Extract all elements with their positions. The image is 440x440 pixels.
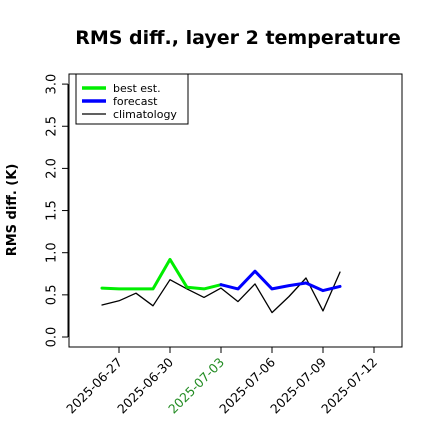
- y-tick-label: 0.5: [45, 285, 60, 306]
- y-tick-label: 2.0: [45, 158, 60, 179]
- series-line-best-est: [100, 257, 223, 291]
- y-tick-label: 2.5: [45, 116, 60, 137]
- y-tick-label: 1.0: [45, 242, 60, 263]
- y-tick-label: 3.0: [45, 74, 60, 95]
- series-line-forecast: [219, 269, 342, 293]
- legend: best est. forecast climatology: [75, 73, 189, 125]
- y-tick-label: 1.5: [45, 200, 60, 221]
- legend-label-best-est: best est.: [113, 82, 161, 95]
- legend-label-forecast: forecast: [113, 95, 158, 108]
- y-axis-label: RMS diff. (K): [5, 164, 20, 257]
- chart-title: RMS diff., layer 2 temperature: [75, 27, 401, 49]
- y-axis: 0.0 0.5 1.0 1.5 2.0 2.5 3.0: [45, 74, 69, 348]
- y-tick-label: 0.0: [45, 327, 60, 348]
- series-layer: [100, 257, 342, 314]
- legend-label-climatology: climatology: [113, 108, 177, 121]
- legend-box: [75, 73, 189, 125]
